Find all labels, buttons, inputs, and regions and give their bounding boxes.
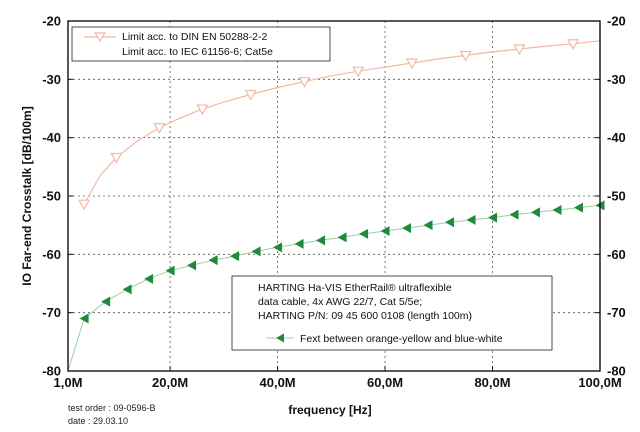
- y-axis-title: IO Far-end Crosstalk [dB/100m]: [20, 106, 34, 285]
- limit-point-marker: [298, 77, 311, 88]
- y-tick-label-right: -80: [607, 364, 626, 379]
- limit-point-marker: [459, 50, 472, 62]
- legend-top: Limit acc. to DIN EN 50288-2-2 Limit acc…: [71, 26, 331, 62]
- measurement-point-marker: [423, 220, 433, 231]
- y-tick-label-left: -50: [42, 189, 61, 204]
- measurement-point-marker: [294, 238, 304, 249]
- y-tick-label-right: -60: [607, 247, 626, 262]
- legend-top-line1: Limit acc. to DIN EN 50288-2-2: [122, 31, 267, 43]
- y-tick-label-left: -40: [42, 130, 61, 145]
- test-order-text: test order : 09-0596-B: [68, 403, 156, 413]
- date-text: date : 29.03.10: [68, 416, 128, 426]
- legend-top-line2: Limit acc. to IEC 61156-6; Cat5e: [122, 46, 273, 58]
- x-tick-label: 80,0M: [474, 375, 510, 390]
- legend-bottom-meas-marker: [276, 333, 284, 343]
- y-tick-label-right: -20: [607, 14, 626, 29]
- y-tick-label-right: -50: [607, 189, 626, 204]
- measurement-point-marker: [531, 207, 541, 218]
- measurement-point-marker: [208, 255, 218, 266]
- legend-top-limit-marker: [93, 32, 107, 43]
- legend-bottom-line1: HARTING Ha-VIS EtherRail® ultraflexible: [258, 282, 452, 294]
- tick-labels-layer: -80 -80 -70 -70 -60 -60 -50 -50 -40 -40 -30 -30 -20 -…: [42, 14, 626, 391]
- measurement-point-marker: [466, 214, 476, 225]
- measurement-point-marker: [574, 202, 584, 213]
- measurement-point-marker: [316, 235, 326, 246]
- limit-point-marker: [513, 44, 526, 56]
- x-tick-label: 40,0M: [260, 375, 296, 390]
- measurement-point-marker: [402, 223, 412, 234]
- y-tick-label-right: -70: [607, 305, 626, 320]
- legend-bottom-line3: HARTING P/N: 09 45 600 0108 (length 100m…: [258, 310, 472, 322]
- measurement-point-marker: [488, 212, 498, 223]
- measurement-point-marker: [337, 232, 347, 243]
- limit-curve-line: [83, 40, 601, 205]
- y-tick-label-left: -80: [42, 364, 61, 379]
- limit-point-marker: [196, 104, 209, 116]
- legend-bottom-line4: Fext between orange-yellow and blue-whit…: [300, 333, 503, 345]
- measurement-point-marker: [144, 273, 154, 284]
- limit-point-marker: [110, 152, 123, 164]
- measurement-series-layer: [67, 200, 605, 372]
- x-tick-label: 60,0M: [367, 375, 403, 390]
- y-tick-label-right: -40: [607, 130, 626, 145]
- measurement-point-marker: [165, 265, 175, 276]
- measurement-point-marker: [359, 228, 369, 239]
- y-tick-label-left: -60: [42, 247, 61, 262]
- limit-point-marker: [78, 199, 91, 211]
- x-tick-label: 1,0M: [54, 375, 83, 390]
- measurement-point-marker: [273, 242, 283, 253]
- limit-series-layer: [78, 39, 601, 211]
- measurement-point-marker: [230, 251, 240, 262]
- legend-bottom-line2: data cable, 4x AWG 22/7, Cat 5/5e;: [258, 296, 422, 308]
- limit-point-marker: [567, 39, 580, 50]
- limit-point-marker: [405, 58, 418, 70]
- limit-point-marker: [153, 123, 166, 134]
- limit-point-marker: [244, 89, 257, 101]
- y-tick-label-right: -30: [607, 72, 626, 87]
- x-axis-title: frequency [Hz]: [288, 403, 371, 417]
- measurement-point-marker: [122, 284, 132, 295]
- measurement-point-marker: [187, 260, 197, 271]
- measurement-point-marker: [251, 246, 261, 257]
- measurement-point-marker: [380, 226, 390, 236]
- x-tick-label: 20,0M: [152, 375, 188, 390]
- x-tick-label: 100,0M: [578, 375, 621, 390]
- plot-frame: [67, 20, 601, 372]
- measurement-point-marker: [509, 209, 519, 220]
- y-tick-label-left: -20: [42, 14, 61, 29]
- legend-top-box: [71, 26, 331, 62]
- measurement-point-marker: [79, 313, 89, 324]
- measurement-point-marker: [445, 217, 455, 228]
- y-tick-label-left: -30: [42, 72, 61, 87]
- limit-point-marker: [352, 66, 365, 78]
- measurement-point-marker: [552, 205, 562, 215]
- y-tick-label-left: -70: [42, 305, 61, 320]
- measurement-point-marker: [101, 296, 111, 307]
- legend-bottom: HARTING Ha-VIS EtherRail® ultraflexible …: [231, 275, 553, 351]
